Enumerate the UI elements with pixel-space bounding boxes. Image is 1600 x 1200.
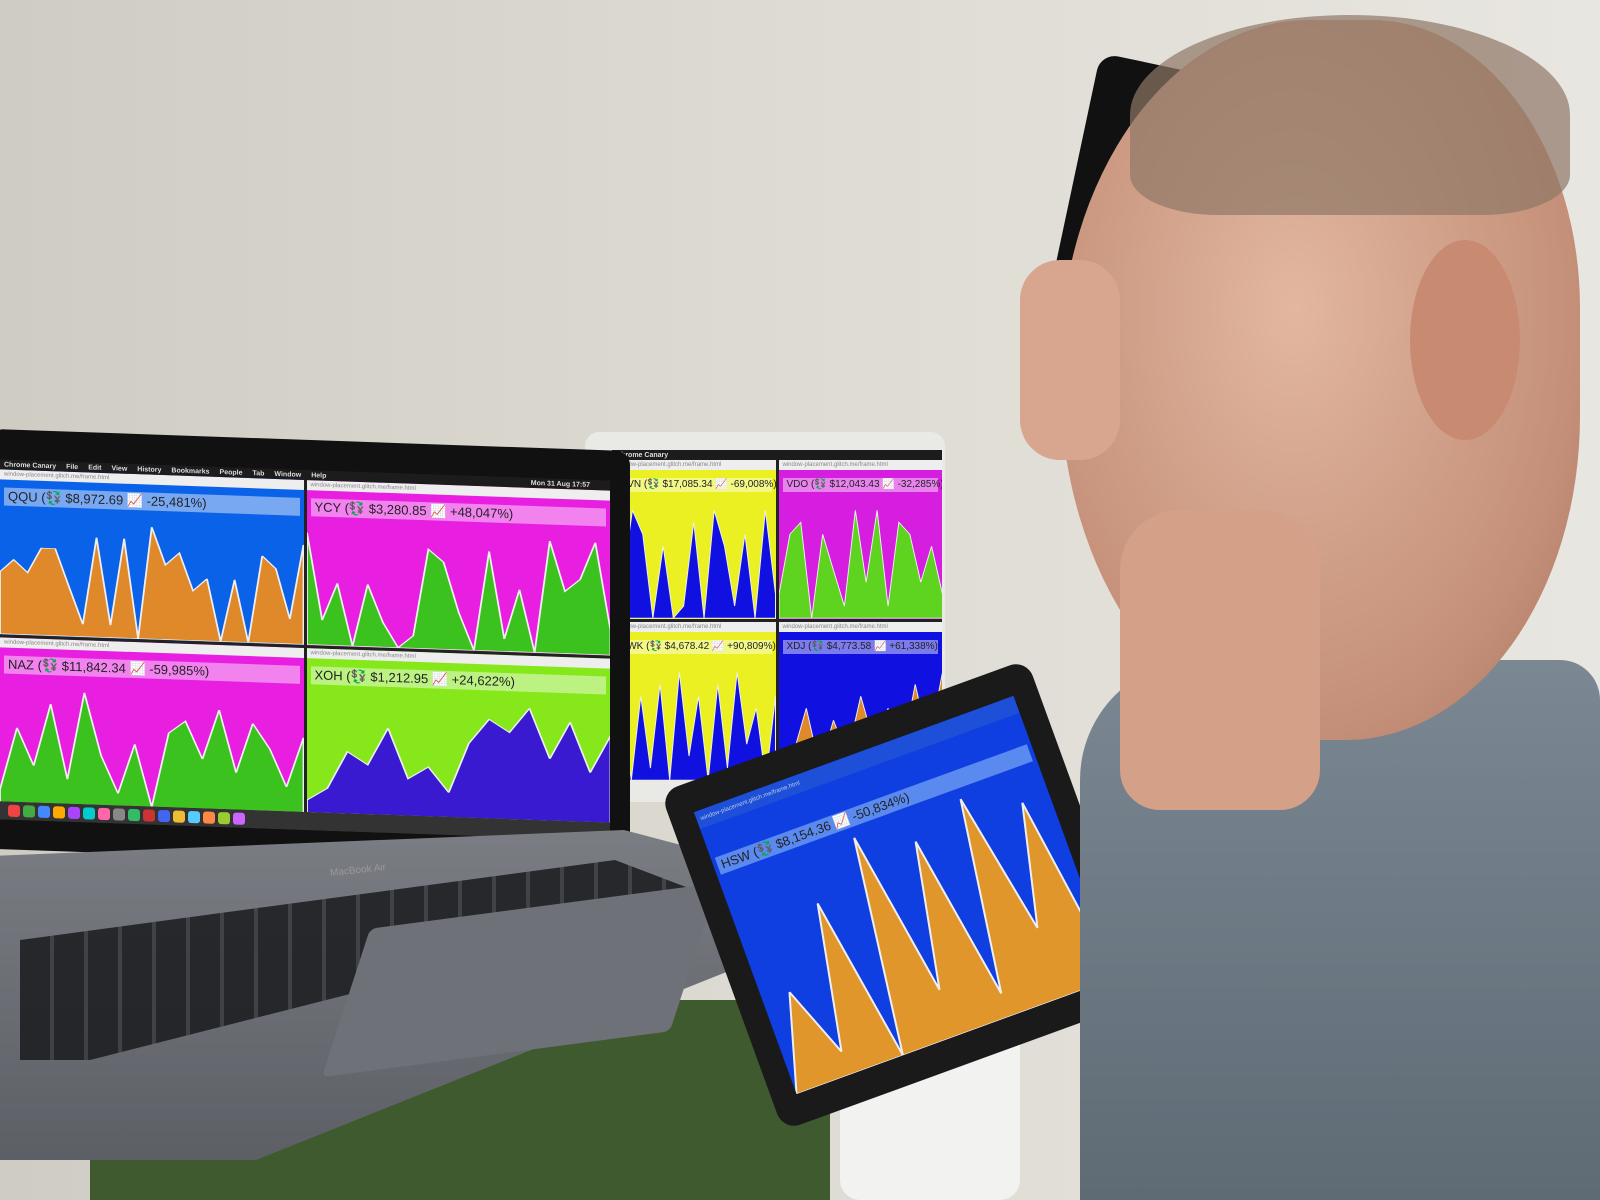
stock-window[interactable]: window-placement.glitch.me/frame.html YC… bbox=[306, 480, 610, 656]
dock-app-icon[interactable] bbox=[233, 812, 245, 825]
menu-item[interactable]: People bbox=[219, 468, 243, 477]
area-series bbox=[0, 527, 304, 645]
dock-app-icon[interactable] bbox=[53, 806, 65, 819]
dock-app-icon[interactable] bbox=[173, 810, 185, 823]
person-hair bbox=[1130, 15, 1570, 215]
area-chart bbox=[788, 798, 1117, 1095]
app-name: Chrome Canary bbox=[616, 451, 669, 459]
dock-app-icon[interactable] bbox=[38, 805, 50, 819]
dock-app-icon[interactable] bbox=[203, 811, 215, 824]
menu-item[interactable]: Tab bbox=[252, 469, 265, 478]
area-series bbox=[306, 707, 610, 823]
area-series bbox=[0, 692, 304, 812]
area-series bbox=[778, 510, 942, 619]
dock-app-icon[interactable] bbox=[218, 811, 230, 825]
dock-app-icon[interactable] bbox=[128, 808, 140, 822]
dock-app-icon[interactable] bbox=[68, 806, 80, 820]
area-series bbox=[612, 510, 776, 619]
menu-item[interactable]: File bbox=[66, 463, 79, 471]
dock-app-icon[interactable] bbox=[83, 807, 95, 820]
stock-window[interactable]: window-placement.glitch.me/frame.html NA… bbox=[0, 636, 304, 812]
ticker-label: XDJ (💱 $4,773.58 📈 +61,338%) bbox=[782, 639, 938, 654]
menu-bar: Chrome Canary bbox=[612, 450, 942, 460]
ticker-label: YCY (💱 $3,280.85 📈 +48,047%) bbox=[310, 498, 606, 527]
person-ear bbox=[1410, 240, 1520, 440]
area-chart bbox=[0, 692, 304, 812]
app-name: Chrome Canary bbox=[4, 460, 57, 470]
area-chart bbox=[612, 510, 776, 619]
dock-app-icon[interactable] bbox=[158, 809, 170, 823]
url-bar[interactable]: window-placement.glitch.me/frame.html bbox=[778, 460, 942, 470]
url-bar[interactable]: window-placement.glitch.me/frame.html bbox=[778, 621, 942, 632]
ticker-label: HVN (💱 $17,085.34 📈 -69,008%) bbox=[616, 478, 776, 492]
dock-app-icon[interactable] bbox=[113, 808, 125, 821]
area-chart bbox=[306, 707, 610, 823]
area-chart bbox=[306, 532, 610, 656]
dock-app-icon[interactable] bbox=[98, 807, 110, 821]
person-hand-phone bbox=[1020, 260, 1120, 460]
ticker-label: DWK (💱 $4,678.42 📈 +90,809%) bbox=[616, 639, 776, 654]
menu-item[interactable]: Edit bbox=[88, 463, 102, 472]
url-bar[interactable]: window-placement.glitch.me/frame.html bbox=[612, 621, 776, 632]
menu-item[interactable]: Help bbox=[311, 471, 327, 480]
stock-window[interactable]: window-placement.glitch.me/frame.html DW… bbox=[612, 621, 776, 780]
external-display-screen: Chrome Canary window-placement.glitch.me… bbox=[612, 450, 942, 780]
dock-app-icon[interactable] bbox=[143, 809, 155, 822]
person-hand-chin bbox=[1120, 510, 1320, 810]
dock-app-icon[interactable] bbox=[188, 810, 200, 824]
monitor-windows: window-placement.glitch.me/frame.html HV… bbox=[612, 460, 942, 780]
stock-window[interactable]: window-placement.glitch.me/frame.html XO… bbox=[306, 647, 610, 823]
ticker-label: NAZ (💱 $11,842.34 📈 -59,985%) bbox=[4, 654, 300, 684]
ticker-label: VDO (💱 $12,043.43 📈 -32,285%) bbox=[782, 478, 942, 492]
laptop-windows: window-placement.glitch.me/frame.html QQ… bbox=[0, 469, 610, 823]
stock-window[interactable]: window-placement.glitch.me/frame.html QQ… bbox=[0, 469, 304, 645]
dock-app-icon[interactable] bbox=[8, 804, 20, 818]
url-bar[interactable]: window-placement.glitch.me/frame.html bbox=[612, 460, 776, 470]
menu-item[interactable]: View bbox=[111, 464, 128, 473]
stock-window[interactable]: window-placement.glitch.me/frame.html HV… bbox=[612, 460, 776, 619]
area-chart bbox=[0, 527, 304, 645]
area-series bbox=[788, 798, 1117, 1095]
ticker-label: QQU (💱 $8,972.69 📈 -25,481%) bbox=[4, 487, 300, 516]
dock-app-icon[interactable] bbox=[23, 805, 35, 818]
tablet-screen: window-placement.glitch.me/frame.html HS… bbox=[693, 695, 1117, 1095]
stock-window[interactable]: window-placement.glitch.me/frame.html VD… bbox=[778, 460, 942, 619]
area-chart bbox=[778, 510, 942, 619]
ticker-label: XOH (💱 $1,212.95 📈 +24,622%) bbox=[310, 665, 606, 695]
menu-item[interactable]: History bbox=[137, 465, 162, 474]
area-series bbox=[306, 532, 610, 656]
menu-item[interactable]: Window bbox=[274, 470, 302, 479]
menu-item[interactable]: Bookmarks bbox=[171, 466, 210, 476]
laptop-screen: Chrome Canary File Edit View History Bookmar… bbox=[0, 459, 610, 841]
